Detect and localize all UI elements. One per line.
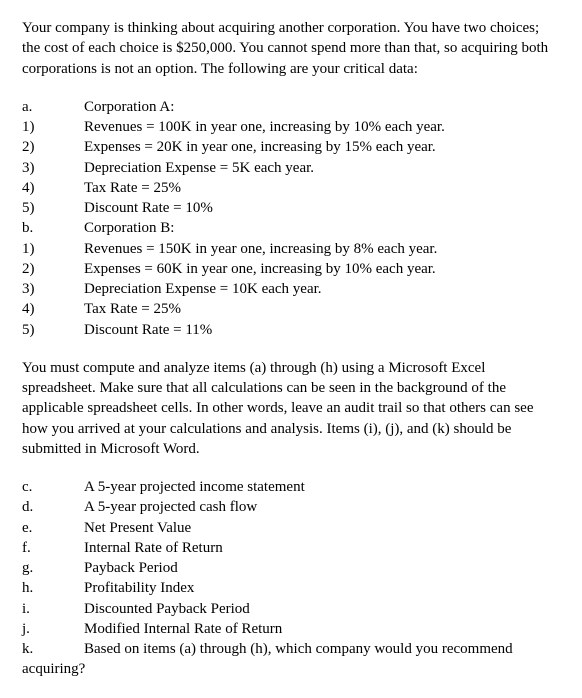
final-item-continuation: acquiring? <box>22 659 560 679</box>
list-item: b.Corporation B: <box>22 218 560 238</box>
item-text: Discount Rate = 10% <box>84 198 560 218</box>
item-text: Profitability Index <box>84 578 560 598</box>
list-item: c.A 5-year projected income statement <box>22 477 560 497</box>
list-item: f.Internal Rate of Return <box>22 538 560 558</box>
item-text: A 5-year projected income statement <box>84 477 560 497</box>
item-marker: k. <box>22 639 84 659</box>
list-item: 1)Revenues = 150K in year one, increasin… <box>22 239 560 259</box>
item-text: Depreciation Expense = 5K each year. <box>84 158 560 178</box>
item-text: Revenues = 150K in year one, increasing … <box>84 239 560 259</box>
intro-paragraph: Your company is thinking about acquiring… <box>22 18 560 79</box>
item-text: Modified Internal Rate of Return <box>84 619 560 639</box>
item-text: Depreciation Expense = 10K each year. <box>84 279 560 299</box>
item-text: Discount Rate = 11% <box>84 320 560 340</box>
list-item: 3)Depreciation Expense = 5K each year. <box>22 158 560 178</box>
list-item: 2)Expenses = 60K in year one, increasing… <box>22 259 560 279</box>
list-item: 2)Expenses = 20K in year one, increasing… <box>22 137 560 157</box>
item-marker: a. <box>22 97 84 117</box>
item-marker: i. <box>22 599 84 619</box>
item-marker: d. <box>22 497 84 517</box>
item-marker: 4) <box>22 178 84 198</box>
list-item: h.Profitability Index <box>22 578 560 598</box>
item-marker: f. <box>22 538 84 558</box>
item-marker: h. <box>22 578 84 598</box>
item-text: Discounted Payback Period <box>84 599 560 619</box>
item-marker: 5) <box>22 320 84 340</box>
item-marker: 5) <box>22 198 84 218</box>
item-marker: e. <box>22 518 84 538</box>
item-marker: 2) <box>22 259 84 279</box>
item-text: Corporation B: <box>84 218 560 238</box>
item-marker: 1) <box>22 117 84 137</box>
list-item: 5)Discount Rate = 10% <box>22 198 560 218</box>
list-item: 5)Discount Rate = 11% <box>22 320 560 340</box>
item-marker: c. <box>22 477 84 497</box>
item-text: Based on items (a) through (h), which co… <box>84 639 560 659</box>
tasks-list: c.A 5-year projected income statement d.… <box>22 477 560 680</box>
item-marker: j. <box>22 619 84 639</box>
item-text: Internal Rate of Return <box>84 538 560 558</box>
item-text: Revenues = 100K in year one, increasing … <box>84 117 560 137</box>
item-marker: g. <box>22 558 84 578</box>
item-text: Tax Rate = 25% <box>84 299 560 319</box>
item-marker: b. <box>22 218 84 238</box>
final-item: k. Based on items (a) through (h), which… <box>22 639 560 659</box>
item-text: A 5-year projected cash flow <box>84 497 560 517</box>
item-text: Net Present Value <box>84 518 560 538</box>
list-item: e.Net Present Value <box>22 518 560 538</box>
item-marker: 2) <box>22 137 84 157</box>
item-marker: 4) <box>22 299 84 319</box>
list-item: j.Modified Internal Rate of Return <box>22 619 560 639</box>
corporation-data-list: a.Corporation A: 1)Revenues = 100K in ye… <box>22 97 560 340</box>
list-item: i.Discounted Payback Period <box>22 599 560 619</box>
item-marker: 3) <box>22 279 84 299</box>
item-marker: 3) <box>22 158 84 178</box>
item-text: Payback Period <box>84 558 560 578</box>
list-item: a.Corporation A: <box>22 97 560 117</box>
list-item: 4)Tax Rate = 25% <box>22 299 560 319</box>
item-text: Expenses = 60K in year one, increasing b… <box>84 259 560 279</box>
list-item: 1)Revenues = 100K in year one, increasin… <box>22 117 560 137</box>
list-item: d.A 5-year projected cash flow <box>22 497 560 517</box>
list-item: 3)Depreciation Expense = 10K each year. <box>22 279 560 299</box>
item-marker: 1) <box>22 239 84 259</box>
instructions-paragraph: You must compute and analyze items (a) t… <box>22 358 560 459</box>
item-text: Corporation A: <box>84 97 560 117</box>
item-text: Tax Rate = 25% <box>84 178 560 198</box>
item-text: Expenses = 20K in year one, increasing b… <box>84 137 560 157</box>
list-item: g.Payback Period <box>22 558 560 578</box>
list-item: 4)Tax Rate = 25% <box>22 178 560 198</box>
